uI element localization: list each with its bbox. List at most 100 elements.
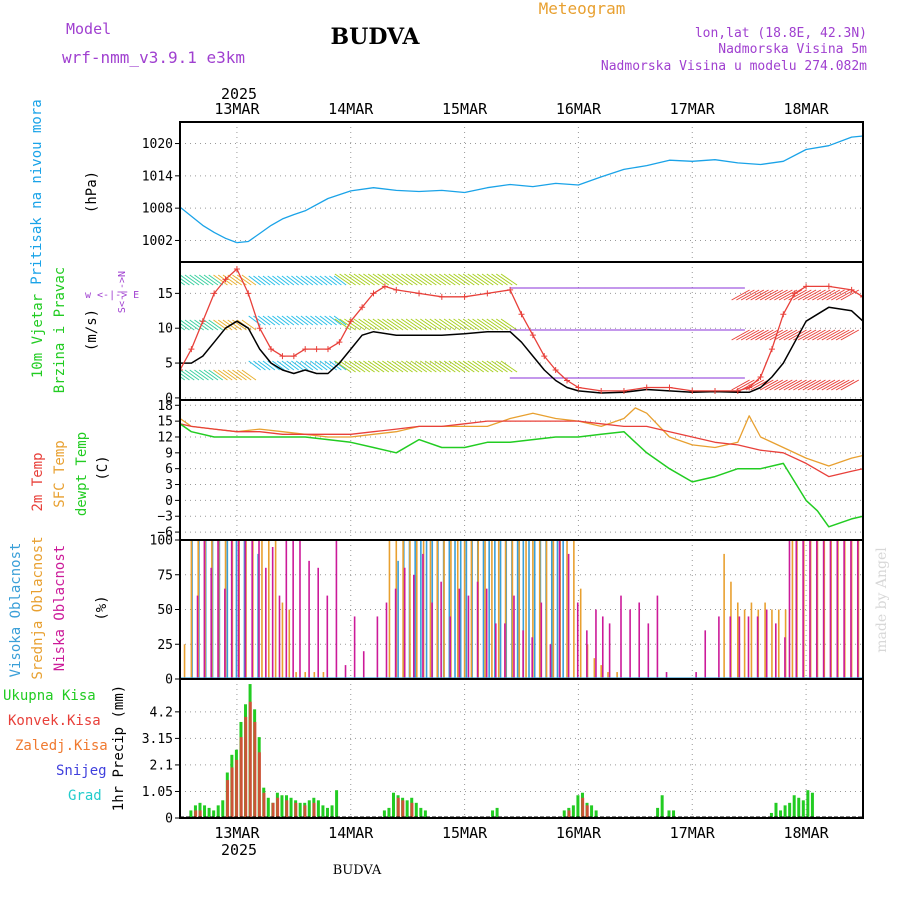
wind-direction-arrow — [291, 315, 304, 326]
y-tick-label: 100 — [150, 534, 173, 549]
wind-direction-arrow — [472, 273, 489, 286]
precip-total-bar — [382, 810, 386, 818]
precip-total-bar — [203, 805, 207, 818]
precip-total-bar — [672, 810, 676, 818]
y-tick-label: 18 — [157, 399, 173, 414]
precip-conv-bar — [396, 797, 400, 818]
wind-direction-arrow — [180, 284, 181, 285]
wind-direction-arrow — [363, 360, 380, 373]
top-date-label: 15MAR — [442, 100, 488, 118]
wind-gust-marker — [507, 286, 514, 293]
precip-total-bar — [266, 797, 270, 818]
top-date-label: 17MAR — [670, 100, 716, 118]
wind-gust-marker — [564, 377, 571, 384]
precip-legend-hail: Grad — [68, 788, 102, 804]
wind-gust-marker — [245, 290, 252, 297]
wind-direction-arrow — [453, 318, 470, 331]
wind-gust-marker — [268, 346, 275, 353]
wind-direction-arrow — [358, 360, 375, 373]
wind-direction-arrow — [429, 360, 447, 373]
precip-total-bar — [590, 805, 594, 818]
wind-direction-arrow — [764, 379, 784, 391]
wind-direction-arrow — [458, 273, 475, 286]
precip-total-bar — [769, 812, 773, 818]
wind-gust-marker — [393, 286, 400, 293]
precip-total-bar — [491, 810, 495, 818]
year-label-top: 2025 — [221, 85, 257, 103]
precip-total-bar — [307, 800, 311, 818]
wind-gust-marker — [791, 290, 798, 297]
wind-direction-arrow — [227, 274, 242, 286]
precip-total-bar — [212, 810, 216, 818]
wind-direction-arrow — [401, 318, 418, 331]
precip-conv-bar — [198, 810, 202, 818]
wind-direction-arrow — [333, 275, 347, 286]
wind-direction-arrow — [363, 318, 380, 331]
wind-direction-arrow — [257, 275, 271, 286]
precip-conv-bar — [248, 701, 252, 818]
wind-direction-arrow — [300, 360, 314, 371]
bottom-date-label: 15MAR — [442, 824, 488, 842]
wind-gust-marker — [780, 311, 787, 318]
precip-total-bar — [405, 800, 409, 818]
wind-direction-arrow — [180, 274, 195, 286]
y-tick-label: 1020 — [142, 137, 173, 152]
top-date-axis: 13MAR 14MAR 15MAR 16MAR 17MAR 18MAR — [214, 100, 829, 118]
temp-label-sfc: SFC Temp — [52, 440, 68, 507]
precip-conv-bar — [312, 802, 316, 818]
wind-direction-arrow — [208, 319, 224, 331]
wind-gust-marker — [746, 384, 753, 391]
precip-total-bar — [392, 792, 396, 818]
wind-direction-arrow — [500, 360, 518, 373]
precip-total-bar — [335, 790, 339, 818]
precip-conv-bar — [262, 792, 266, 818]
wind-direction-arrow — [458, 318, 475, 331]
wind-gust-marker — [712, 387, 719, 394]
wind-direction-arrow — [495, 360, 513, 373]
wind-direction-arrow — [472, 360, 489, 373]
wind-direction-arrow — [286, 275, 299, 286]
precip-total-bar — [660, 795, 664, 818]
footer-station: BUDVA — [333, 863, 382, 878]
wind-direction-arrow — [391, 318, 409, 331]
wind-direction-arrow — [339, 360, 356, 373]
wind-direction-arrow — [439, 318, 456, 331]
precip-total-bar — [298, 802, 302, 818]
y-tick-label: −6 — [157, 526, 173, 541]
wind-direction-arrow — [310, 360, 323, 371]
wind-direction-arrow — [180, 322, 190, 331]
wind-gust-marker — [381, 283, 388, 290]
wind-gust-marker — [803, 283, 810, 290]
y-tick-label: 12 — [157, 430, 173, 445]
wind-direction-arrow — [410, 273, 428, 286]
wind-layer — [180, 265, 863, 394]
wind-direction-arrow — [295, 360, 309, 371]
precip-total-bar — [576, 795, 580, 818]
wind-direction-arrow — [500, 273, 518, 286]
wind-gust-marker — [336, 339, 343, 346]
model-label: Model — [66, 20, 111, 38]
wind-gust-marker — [290, 353, 297, 360]
precip-conv-bar — [585, 805, 589, 818]
pressure-line — [180, 135, 863, 244]
wind-direction-arrow — [184, 369, 200, 381]
wind-direction-arrow — [180, 280, 186, 286]
model-altitude-label: Nadmorska Visina u modelu 274.082m — [601, 59, 867, 74]
y-tick-label: 1002 — [142, 234, 173, 249]
precip-total-bar — [571, 805, 575, 818]
wind-direction-arrow — [439, 360, 456, 373]
y-tick-label: 75 — [157, 568, 173, 583]
wind-direction-arrow — [208, 274, 224, 286]
wind-direction-arrow — [750, 329, 769, 341]
wind-direction-arrow — [203, 274, 219, 286]
wind-direction-arrow — [241, 369, 257, 381]
wind-direction-arrow — [217, 319, 233, 331]
wind-direction-arrow — [329, 315, 342, 326]
wind-direction-arrow — [788, 379, 807, 391]
wind-direction-arrow — [180, 319, 195, 331]
wind-label-1: 10m Vjetar — [30, 294, 46, 378]
wind-direction-arrow — [319, 360, 333, 371]
y-tick-label: 10 — [157, 322, 173, 337]
precip-total-bar — [594, 810, 598, 818]
wind-direction-arrow — [272, 360, 285, 371]
